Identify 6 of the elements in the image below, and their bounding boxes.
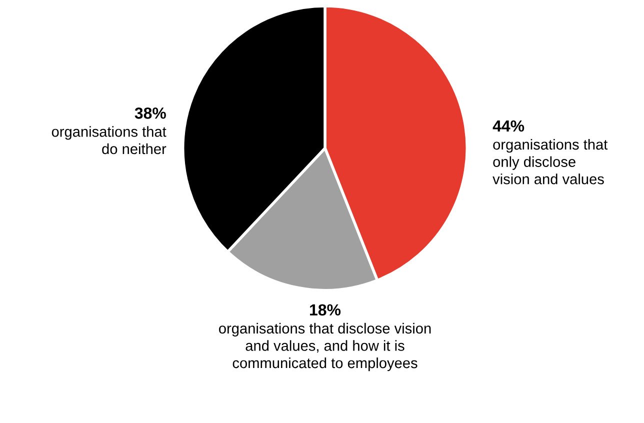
- slice-label: organisations that do neither: [52, 126, 166, 154]
- data-label: 44%: [492, 120, 524, 132]
- data-label: 18%: [310, 304, 341, 316]
- slice-label: organisations that only disclose vision and values: [492, 138, 608, 184]
- slice-label: organisations that disclose vision and values, and how it is communicated to employees: [219, 322, 431, 372]
- data-label: 38%: [134, 108, 166, 119]
